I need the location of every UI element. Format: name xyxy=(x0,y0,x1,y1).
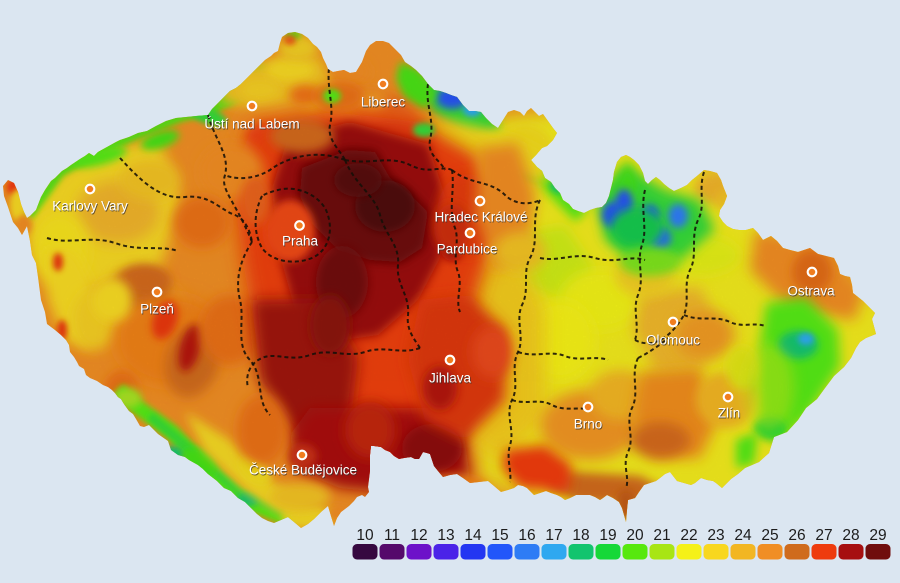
svg-text:Brno: Brno xyxy=(574,417,603,432)
svg-text:Pardubice: Pardubice xyxy=(437,242,498,257)
svg-text:15: 15 xyxy=(491,527,508,544)
svg-text:19: 19 xyxy=(599,527,616,544)
svg-text:Ostrava: Ostrava xyxy=(788,284,836,299)
svg-text:16: 16 xyxy=(518,527,535,544)
svg-text:21: 21 xyxy=(653,527,670,544)
svg-text:Plzeň: Plzeň xyxy=(141,302,175,317)
svg-text:14: 14 xyxy=(464,527,482,544)
svg-text:18: 18 xyxy=(572,527,589,544)
svg-text:12: 12 xyxy=(410,527,427,544)
svg-text:25: 25 xyxy=(761,527,778,544)
svg-text:České Budějovice: České Budějovice xyxy=(250,463,358,478)
svg-text:26: 26 xyxy=(788,527,805,544)
svg-text:Plzeň: Plzeň xyxy=(140,302,174,317)
svg-text:Liberec: Liberec xyxy=(361,95,406,110)
svg-text:Pardubice: Pardubice xyxy=(437,242,498,257)
svg-text:Karlovy Vary: Karlovy Vary xyxy=(53,199,129,214)
svg-text:24: 24 xyxy=(734,527,752,544)
svg-text:Hradec Králové: Hradec Králové xyxy=(434,210,527,225)
svg-text:29: 29 xyxy=(869,527,886,544)
svg-text:Brno: Brno xyxy=(575,417,604,432)
svg-text:Zlín: Zlín xyxy=(719,406,742,421)
svg-text:Ústí nad Labem: Ústí nad Labem xyxy=(204,117,299,132)
svg-text:Praha: Praha xyxy=(282,234,319,249)
svg-text:Hradec Králové: Hradec Králové xyxy=(435,210,528,225)
svg-text:13: 13 xyxy=(437,527,454,544)
svg-text:23: 23 xyxy=(707,527,724,544)
svg-text:27: 27 xyxy=(815,527,832,544)
svg-text:Olomouc: Olomouc xyxy=(646,333,700,348)
svg-text:Olomouc: Olomouc xyxy=(647,333,701,348)
svg-text:Jihlava: Jihlava xyxy=(430,371,473,386)
svg-text:28: 28 xyxy=(842,527,859,544)
svg-text:Ústí nad Labem: Ústí nad Labem xyxy=(205,117,300,132)
svg-text:Karlovy Vary: Karlovy Vary xyxy=(52,199,128,214)
svg-text:Jihlava: Jihlava xyxy=(429,371,472,386)
svg-text:22: 22 xyxy=(680,527,697,544)
svg-text:Praha: Praha xyxy=(283,234,320,249)
svg-text:10: 10 xyxy=(356,527,374,544)
svg-text:17: 17 xyxy=(545,527,562,544)
svg-text:11: 11 xyxy=(384,527,400,544)
svg-text:Liberec: Liberec xyxy=(362,95,407,110)
svg-text:20: 20 xyxy=(626,527,644,544)
svg-text:Zlín: Zlín xyxy=(718,406,741,421)
svg-text:České Budějovice: České Budějovice xyxy=(249,463,357,478)
svg-text:Ostrava: Ostrava xyxy=(787,284,835,299)
